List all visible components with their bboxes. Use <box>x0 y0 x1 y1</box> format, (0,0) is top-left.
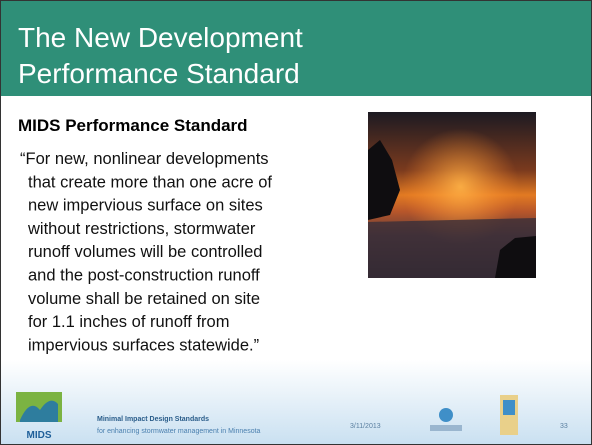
heading: MIDS Performance Standard <box>18 116 248 135</box>
agency-mark <box>439 408 453 422</box>
footer-date: 3/11/2013 <box>350 423 381 430</box>
quote: “For new, nonlinear developments that cre… <box>20 150 272 354</box>
quote-line: and the post-construction runoff <box>28 267 260 285</box>
quote-line: impervious surfaces statewide.” <box>28 336 259 354</box>
photo-water <box>368 218 536 278</box>
quote-line: runoff volumes will be controlled <box>28 243 262 261</box>
partner-logo <box>500 395 518 435</box>
footer-name: Minimal Impact Design Standards <box>97 416 209 423</box>
quote-line: “For new, nonlinear developments <box>20 150 269 168</box>
footer-band <box>0 360 592 445</box>
footer-page: 33 <box>560 423 568 430</box>
agency-text <box>430 425 462 431</box>
partner-mark-inner <box>503 400 515 415</box>
title-line: Performance Standard <box>18 58 300 89</box>
quote-line: for 1.1 inches of runoff from <box>28 313 229 331</box>
photo-shore <box>495 236 536 278</box>
logo-wave <box>20 400 58 422</box>
photo <box>368 112 536 278</box>
header-band <box>0 0 592 96</box>
footer-logo: MIDS <box>16 392 62 441</box>
quote-line: without restrictions, stormwater <box>27 220 256 238</box>
logo-text: MIDS <box>27 430 52 441</box>
footer-tagline: for enhancing stormwater management in M… <box>97 428 261 435</box>
agency-logo <box>430 408 462 431</box>
title-line: The New Development <box>18 22 303 53</box>
quote-line: new impervious surface on sites <box>28 197 263 215</box>
quote-line: that create more than one acre of <box>28 173 272 191</box>
quote-line: volume shall be retained on site <box>28 290 260 308</box>
photo-tree <box>368 140 400 220</box>
